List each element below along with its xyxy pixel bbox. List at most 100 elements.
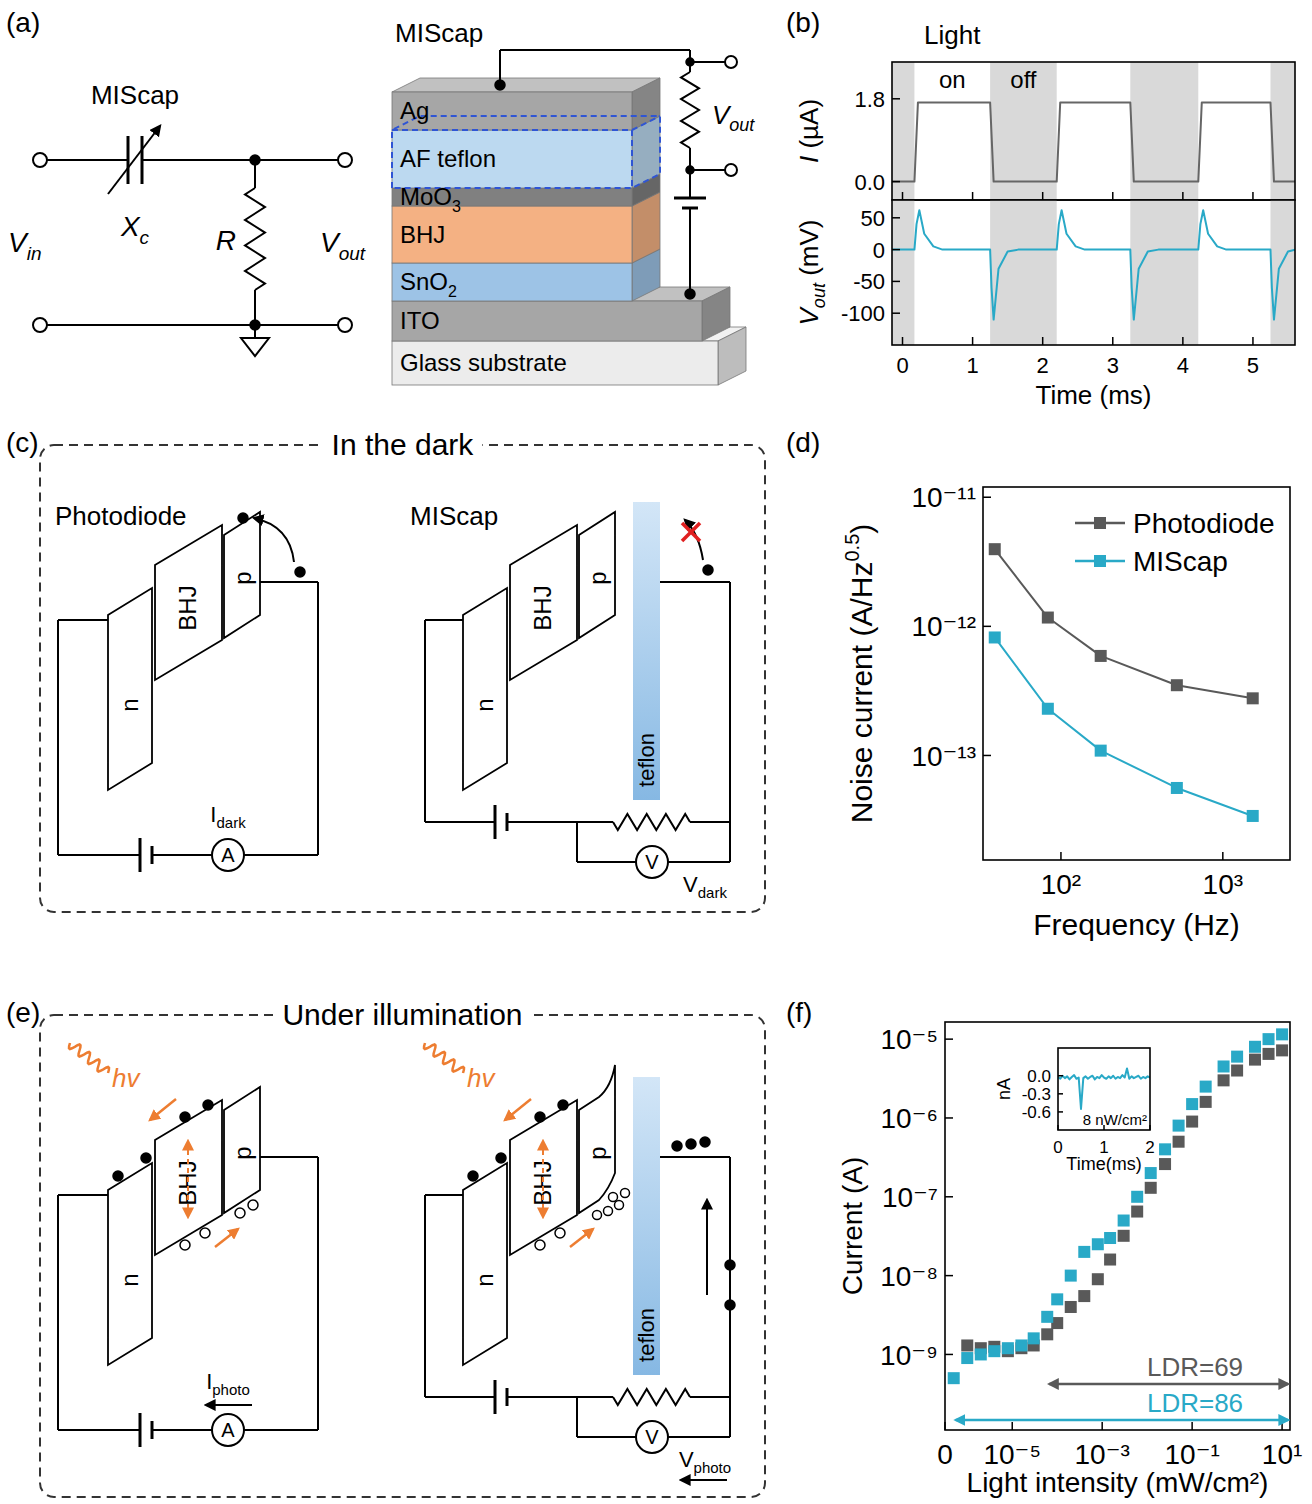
text-part: 3: [452, 198, 461, 215]
label: n: [471, 698, 498, 711]
text-part: hv: [112, 1063, 141, 1093]
label: MIScap: [91, 80, 179, 110]
text-part: AF teflon: [400, 145, 496, 172]
data-marker: [1231, 1065, 1243, 1077]
plot-background: [983, 487, 1290, 860]
data-line: [892, 102, 1295, 181]
layer-label: MoO3: [400, 183, 461, 215]
y-tick: [945, 1038, 953, 1040]
y-tick: [1058, 1111, 1063, 1113]
teflon-bar: [633, 1077, 660, 1375]
data-marker: [1078, 1290, 1090, 1302]
y-tick-label: 0: [873, 238, 885, 263]
data-marker: [1218, 1074, 1230, 1086]
text-part: Noise current (A/Hz: [845, 562, 878, 824]
legend-marker: [1094, 555, 1106, 567]
x-tick-label: 4: [1177, 353, 1189, 378]
data-marker: [1095, 745, 1107, 757]
p-layer: [224, 512, 260, 638]
device-name: MIScap: [410, 501, 498, 531]
resistor: [613, 814, 690, 830]
wire: [507, 821, 613, 823]
x-tick: [1281, 1422, 1283, 1430]
text-part: (a): [6, 7, 40, 38]
text-part: X: [120, 211, 141, 242]
title-background: [324, 426, 483, 463]
x-tick: [1191, 1422, 1193, 1430]
signal-label: Vdark: [683, 872, 727, 901]
text-part: LDR=86: [1147, 1388, 1243, 1418]
wire: [729, 822, 731, 862]
data-marker: [1131, 1191, 1143, 1203]
y-tick: [892, 217, 900, 219]
exciton-arrow: [187, 1141, 189, 1217]
x-tick: [1101, 1422, 1103, 1430]
terminal: [725, 164, 737, 176]
x-tick-label: 0: [896, 353, 908, 378]
y-axis-title: I (µA): [794, 99, 824, 163]
n-layer: [108, 588, 152, 790]
text-part: teflon: [634, 1308, 659, 1362]
data-marker: [1042, 703, 1054, 715]
wire: [660, 581, 730, 583]
text-part: 5: [1247, 353, 1259, 378]
text-part: 10⁻⁶: [881, 1103, 938, 1134]
x-tick-label: 3: [1107, 353, 1119, 378]
terminal: [725, 56, 737, 68]
wire: [254, 160, 256, 188]
data-marker: [1041, 1311, 1053, 1323]
text-part: V: [645, 1426, 659, 1448]
battery-plate: [494, 1380, 497, 1414]
data-marker: [1095, 650, 1107, 662]
data-marker: [1041, 1328, 1053, 1340]
terminal: [338, 153, 352, 167]
text-part: 0: [896, 353, 908, 378]
text-part: off: [1010, 66, 1037, 93]
data-marker: [1118, 1215, 1130, 1227]
terminal: [338, 318, 352, 332]
x-tick-label: 2: [1145, 1138, 1154, 1157]
x-tick: [1222, 852, 1224, 860]
text-part: n: [471, 698, 498, 711]
wire: [260, 1156, 318, 1158]
electron: [468, 1171, 478, 1181]
panel-title: In the dark: [332, 428, 475, 461]
x-tick-label: 2: [1037, 353, 1049, 378]
annotation: off: [1010, 66, 1037, 93]
plot-background: [892, 62, 1295, 200]
signal-label: Iphoto: [206, 1369, 250, 1398]
plot-frame: [1058, 1048, 1150, 1130]
text-part: 10⁻⁵: [983, 1439, 1041, 1470]
text-part: (f): [786, 997, 812, 1028]
data-marker: [1171, 782, 1183, 794]
text-part: (d): [786, 427, 820, 458]
label: BHJ: [529, 585, 556, 630]
wire: [729, 582, 731, 822]
voltmeter: [636, 1421, 668, 1453]
text-part: MIScap: [1133, 546, 1228, 577]
data-marker: [1276, 1028, 1288, 1040]
text-part: 3: [1107, 353, 1119, 378]
text-part: (mV): [794, 220, 824, 284]
wire: [58, 1429, 140, 1431]
data-marker: [1173, 1136, 1185, 1148]
y-tick: [892, 181, 900, 183]
y-tick-label: 0.0: [1027, 1067, 1051, 1086]
resistor: [681, 72, 699, 148]
electron-flow-arrow: [706, 1200, 708, 1295]
text-part: on: [939, 66, 966, 93]
wire: [577, 1436, 636, 1438]
plot-background: [892, 200, 1295, 345]
text-part: V: [679, 1447, 694, 1472]
data-marker: [1042, 612, 1054, 624]
wire: [499, 50, 501, 85]
hole: [535, 1240, 545, 1250]
battery-plate: [139, 838, 142, 872]
text-part: 0.0: [854, 170, 885, 195]
text-part: SnO: [400, 268, 448, 295]
light-off-band: [990, 200, 1057, 345]
layer-front: [392, 92, 632, 130]
y-tick: [892, 281, 900, 283]
legend-label: Photodiode: [1133, 508, 1275, 539]
blocked-cross: [682, 523, 700, 541]
